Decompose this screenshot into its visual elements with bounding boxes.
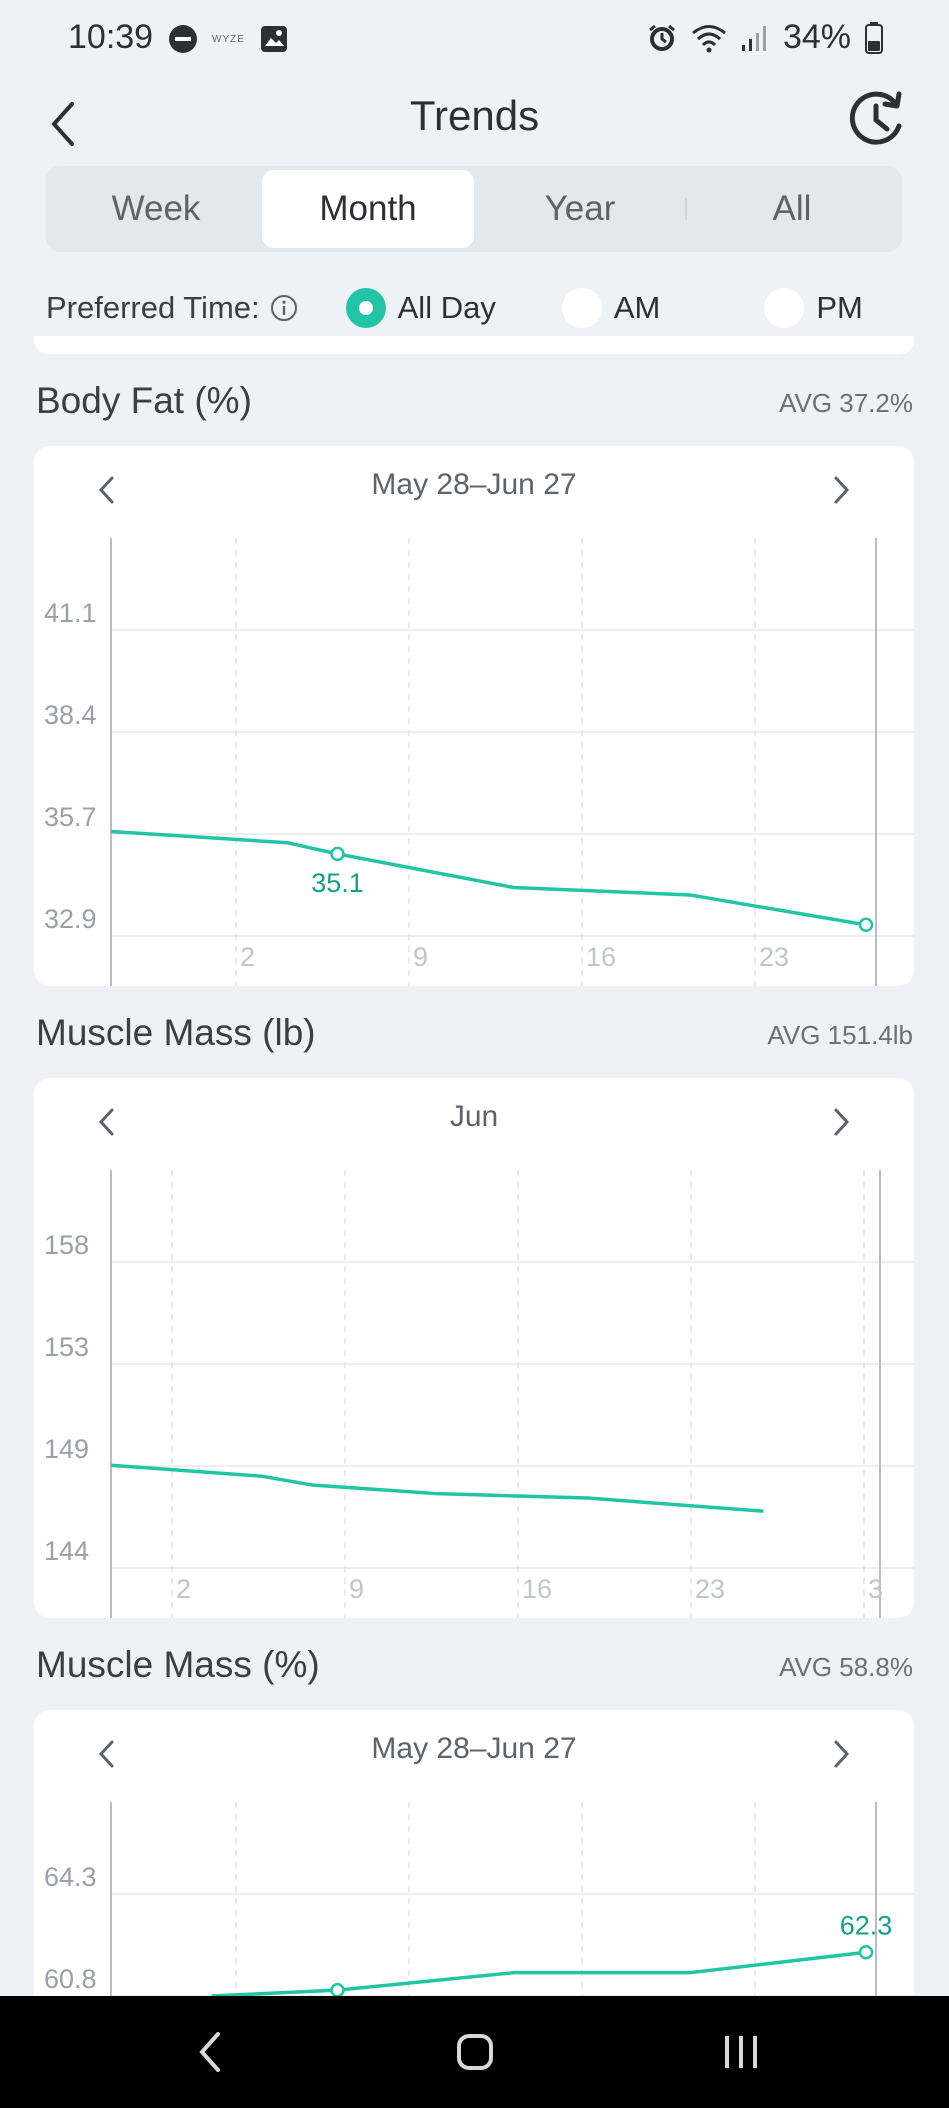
y-axis-tick-label: 38.4 [44,700,97,730]
signal-icon [741,25,766,51]
radio-all-day[interactable]: All Day [345,288,496,328]
x-axis-tick-label: 2 [176,1574,191,1604]
tab-year-label: Year [544,189,616,228]
system-home-button[interactable] [456,2028,494,2076]
radio-am[interactable]: AM [561,288,661,328]
chevron-left-icon [51,102,74,146]
status-time: 10:39 [68,18,154,56]
muscle-mass-pct-next-period-button[interactable] [826,1736,856,1772]
tab-divider [685,198,687,220]
y-axis-tick-label: 64.3 [44,1862,97,1892]
page-title: Trends [409,92,540,139]
system-recents-button[interactable] [722,2028,760,2076]
info-icon[interactable] [270,294,298,322]
body-fat-line-chart[interactable]: 41.1 38.4 35.7 32.9 2 9 16 23 35.1 [34,446,914,986]
series-line [211,1950,867,1998]
muscle-mass-lb-period-label: Jun [449,1100,499,1133]
body-fat-next-period-button[interactable] [826,472,856,508]
tab-all-label: All [772,189,812,228]
y-axis-tick-label: 32.9 [44,904,97,934]
x-axis-tick-label: 23 [759,942,789,972]
radio-am-label: AM [613,290,661,325]
data-point-label: 62.3 [840,1910,893,1940]
battery-icon [865,21,883,54]
body-fat-period-nav: May 28–Jun 27 [34,446,914,528]
muscle-mass-pct-chart-card: May 28–Jun 27 64.3 60.8 62.3 [34,1710,914,2010]
tab-all[interactable]: All [685,170,898,248]
muscle-mass-pct-period-label: May 28–Jun 27 [371,1732,577,1765]
body-fat-prev-period-button[interactable] [92,472,122,508]
tab-month[interactable]: Month [262,170,474,248]
tab-year[interactable]: Year [474,170,686,248]
muscle-mass-lb-average: AVG 151.4lb [767,1020,913,1050]
radio-pm-indicator [764,288,805,328]
y-axis-tick-label: 35.7 [44,802,97,832]
data-point-label: 35.1 [311,868,364,898]
muscle-mass-lb-line-chart[interactable]: 158 153 149 144 2 9 16 23 3 [34,1078,914,1618]
muscle-mass-pct-average: AVG 58.8% [779,1652,913,1682]
x-axis-tick-label: 16 [586,942,616,972]
history-button[interactable] [845,86,911,152]
y-axis-tick-label: 41.1 [44,598,97,628]
muscle-mass-pct-line-chart[interactable]: 64.3 60.8 62.3 [34,1710,914,2010]
system-back-button[interactable] [196,2028,226,2076]
x-axis-tick-label: 23 [695,1574,725,1604]
x-axis-tick-label: 3 [868,1574,883,1604]
body-fat-average: AVG 37.2% [779,388,913,418]
tab-month-label: Month [319,189,417,228]
data-point-marker [330,1982,345,1998]
radio-pm-label: PM [816,290,863,325]
radio-all-day-indicator [345,288,386,328]
data-point-marker [858,917,874,933]
x-axis-tick-label: 9 [413,942,428,972]
status-bar: 10:39 WYZE 34% [0,0,949,80]
clock-history-icon [849,91,902,145]
series-line [110,829,867,927]
gallery-icon [260,26,287,52]
muscle-mass-lb-title: Muscle Mass (lb) [36,1012,316,1053]
data-point-marker [858,1945,874,1960]
status-notification-icons: WYZE [168,24,289,54]
x-axis-tick-label: 2 [240,942,255,972]
tab-week[interactable]: Week [50,170,262,248]
muscle-mass-lb-chart-card: Jun 158 153 149 144 2 9 16 23 3 [34,1078,914,1618]
muscle-mass-pct-prev-period-button[interactable] [92,1736,122,1772]
preferred-time-options: All Day AM PM [298,288,863,328]
do-not-disturb-icon [169,25,197,53]
period-tabs: Week Month Year All [46,166,902,252]
data-point-marker [330,846,345,862]
muscle-mass-lb-prev-period-button[interactable] [92,1104,122,1140]
muscle-mass-pct-title: Muscle Mass (%) [36,1644,320,1685]
radio-am-indicator [561,288,602,328]
battery-percentage: 34% [782,18,851,56]
y-axis-tick-label: 144 [44,1536,89,1566]
status-system-icons: 34% [647,18,883,57]
back-button[interactable] [40,94,90,154]
series-line [110,1463,764,1513]
muscle-mass-pct-period-nav: May 28–Jun 27 [34,1710,914,1792]
preferred-time-row: Preferred Time: All Day AM PM [46,282,906,334]
body-fat-period-label: May 28–Jun 27 [371,468,577,501]
preferred-time-label: Preferred Time: [46,290,260,325]
x-axis-tick-label: 9 [349,1574,364,1604]
x-axis-tick-label: 16 [522,1574,552,1604]
body-fat-title: Body Fat (%) [36,380,252,421]
wyze-app-icon: WYZE [212,33,245,45]
tab-week-label: Week [111,189,201,228]
system-navigation-bar [0,1996,949,2108]
alarm-icon [649,24,675,51]
body-fat-chart-card: May 28–Jun 27 41.1 38.4 35.7 32.9 2 9 16 23 35.1 [34,446,914,986]
radio-all-day-label: All Day [397,290,496,325]
previous-chart-card-edge [34,336,914,354]
muscle-mass-lb-next-period-button[interactable] [826,1104,856,1140]
muscle-mass-lb-period-nav: Jun [34,1078,914,1160]
y-axis-tick-label: 60.8 [44,1964,97,1994]
wifi-icon [691,24,726,52]
app-header: Trends [0,80,949,168]
y-axis-tick-label: 149 [44,1434,89,1464]
y-axis-tick-label: 158 [44,1230,89,1260]
radio-pm[interactable]: PM [764,288,863,328]
y-axis-tick-label: 153 [44,1332,89,1362]
